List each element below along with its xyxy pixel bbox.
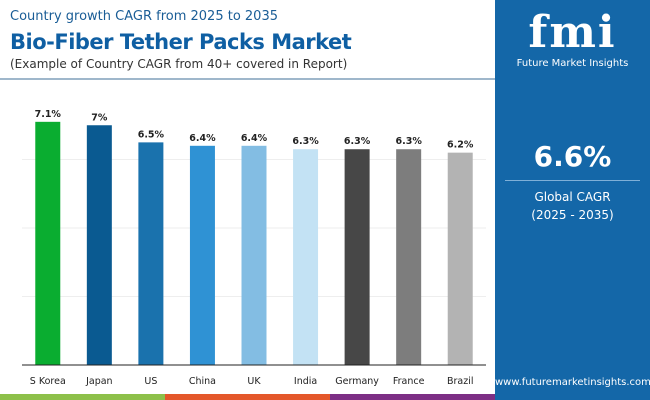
data-label: 6.4% (189, 133, 216, 144)
bar-brazil (447, 152, 473, 365)
brand-panel: fmi Future Market Insights 6.6% Global C… (495, 0, 650, 400)
x-tick-label: India (294, 376, 317, 387)
chart-title: Bio-Fiber Tether Packs Market (10, 30, 352, 54)
bar-chart: 7.1% S Korea 7% Japan 6.5% US 6.4% China 6.4% UK 6… (22, 109, 486, 387)
divider (505, 180, 640, 181)
global-cagr-value: 6.6% (533, 140, 612, 173)
bar-germany (344, 149, 370, 365)
global-cagr-text: Global CAGR (534, 190, 611, 204)
footer-strip-purple (330, 394, 495, 400)
x-tick-label: Brazil (447, 376, 474, 387)
x-tick-label: France (393, 376, 425, 387)
data-label: 6.5% (138, 129, 165, 140)
bar-us (138, 142, 164, 365)
website-link[interactable]: www.futuremarketinsights.com (495, 377, 650, 388)
bar-china (189, 145, 215, 365)
bar-france (396, 149, 422, 365)
x-tick-label: S Korea (30, 376, 66, 387)
data-label: 6.3% (292, 136, 319, 147)
data-label: 7.1% (35, 109, 62, 120)
chart-note: (Example of Country CAGR from 40+ covere… (10, 57, 348, 71)
data-label: 6.4% (241, 133, 268, 144)
x-tick-label: UK (247, 376, 261, 387)
bar-japan (86, 125, 112, 365)
x-tick-label: Germany (335, 376, 379, 387)
x-tick-label: Japan (85, 376, 113, 387)
bar-india (293, 149, 319, 365)
data-label: 6.2% (447, 140, 474, 151)
brand-name: Future Market Insights (516, 58, 629, 69)
x-tick-label: US (144, 376, 157, 387)
footer-strip-orange (165, 394, 330, 400)
data-label: 6.3% (395, 136, 422, 147)
divider (0, 78, 495, 80)
bar-s-korea (35, 121, 61, 365)
global-cagr-period: (2025 - 2035) (531, 208, 614, 222)
x-tick-label: China (189, 376, 216, 387)
chart-subtitle: Country growth CAGR from 2025 to 2035 (10, 9, 278, 24)
footer-strip-green (0, 394, 165, 400)
logo-mark: fmi (528, 7, 617, 58)
data-label: 6.3% (344, 136, 371, 147)
bar-uk (241, 145, 267, 365)
fmi-logo: fmi Future Market Insights (495, 7, 650, 70)
global-cagr-label: Global CAGR (2025 - 2035) (495, 188, 650, 224)
data-label: 7% (91, 112, 108, 123)
